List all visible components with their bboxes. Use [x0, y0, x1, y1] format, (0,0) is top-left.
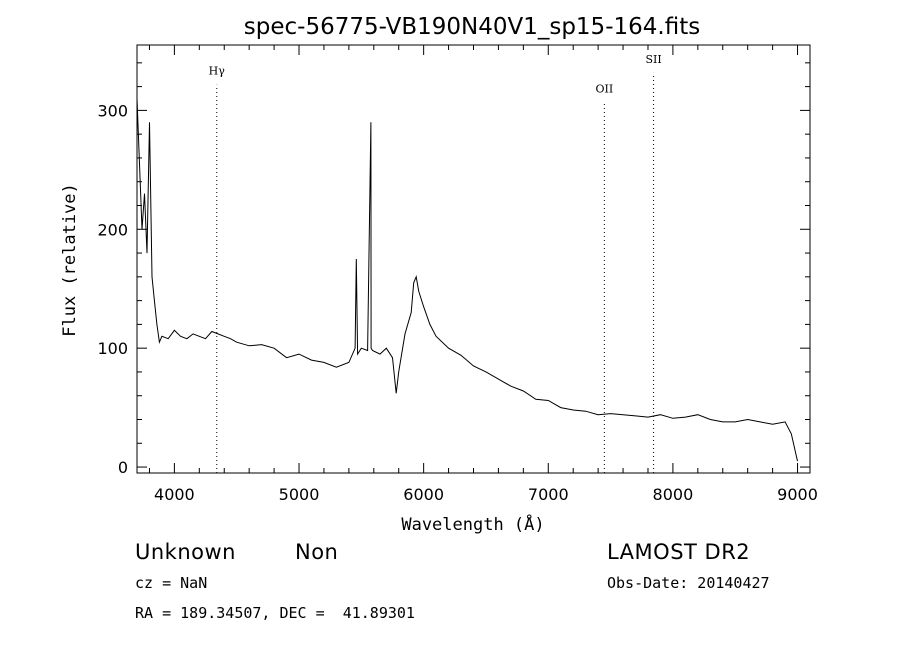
y-tick-label: 0 — [118, 458, 128, 477]
spectrum-series — [136, 98, 798, 462]
redshift-text: cz = NaN — [135, 574, 208, 592]
y-tick-labels: 0 100 200 300 — [97, 101, 128, 477]
y-tick-label: 200 — [97, 220, 128, 239]
axis-ticks — [137, 45, 810, 473]
chart-title: spec-56775-VB190N40V1_sp15-164.fits — [244, 14, 700, 40]
x-tick-label: 4000 — [154, 485, 195, 504]
x-tick-label: 5000 — [279, 485, 320, 504]
x-tick-label: 9000 — [777, 485, 818, 504]
emission-line-markers: Hγ OII SII — [209, 53, 662, 473]
y-axis-label: Flux (relative) — [60, 183, 80, 337]
obs-date-text: Obs-Date: 20140427 — [607, 574, 770, 592]
subclass-label: Non — [295, 540, 339, 564]
y-tick-label: 300 — [97, 101, 128, 120]
survey-label: LAMOST DR2 — [607, 540, 751, 564]
x-tick-label: 6000 — [403, 485, 444, 504]
x-tick-label: 8000 — [653, 485, 694, 504]
y-tick-label: 100 — [97, 339, 128, 358]
spectrum-line — [136, 98, 798, 462]
class-label: Unknown — [135, 540, 236, 564]
x-tick-label: 7000 — [528, 485, 569, 504]
coordinates-text: RA = 189.34507, DEC = 41.89301 — [135, 604, 415, 622]
x-axis-label: Wavelength (Å) — [401, 513, 544, 535]
line-marker-label: OII — [596, 83, 614, 96]
line-marker-label: Hγ — [209, 65, 226, 78]
plot-frame — [136, 44, 811, 474]
x-tick-labels: 4000 5000 6000 7000 8000 9000 — [154, 485, 818, 504]
line-marker-label: SII — [645, 53, 661, 66]
